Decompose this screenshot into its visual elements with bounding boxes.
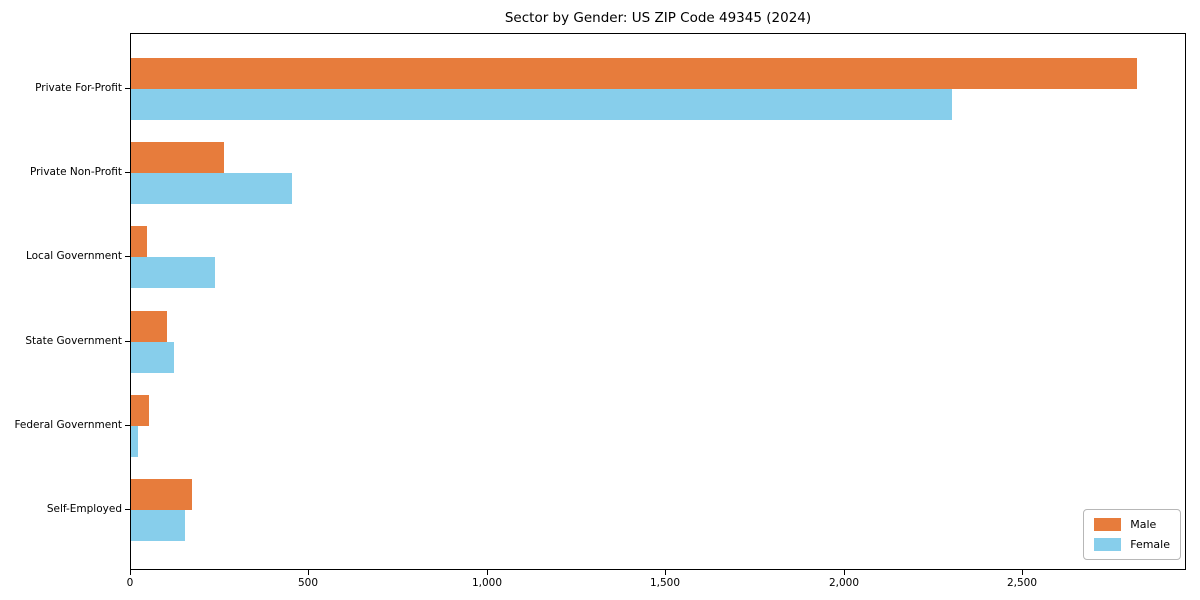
bar-male-state-government <box>131 310 167 342</box>
legend-label-female: Female <box>1130 538 1170 551</box>
bar-male-local-government <box>131 226 147 258</box>
bar-male-private-for-profit <box>131 58 1137 89</box>
bar-female-self-employed <box>131 510 185 541</box>
x-tick-mark <box>844 570 845 575</box>
x-tick-mark <box>487 570 488 575</box>
bar-male-federal-government <box>131 394 149 426</box>
legend-item-female: Female <box>1094 538 1170 551</box>
y-tick-label: Self-Employed <box>46 503 122 515</box>
y-tick-mark <box>125 256 130 258</box>
legend-label-male: Male <box>1130 518 1157 531</box>
x-tick-label: 0 <box>126 577 134 589</box>
y-tick-label: Local Government <box>25 250 122 263</box>
bar-male-self-employed <box>131 479 192 510</box>
y-tick-mark <box>125 88 130 89</box>
x-tick-mark <box>1022 570 1023 575</box>
x-tick-label: 1,000 <box>471 577 503 589</box>
x-tick-label: 1,500 <box>649 577 681 589</box>
x-tick-label: 500 <box>297 577 319 589</box>
plot-area: Male Female <box>130 33 1186 570</box>
y-tick-label: Private Non-Profit <box>29 166 122 179</box>
legend: Male Female <box>1083 509 1181 560</box>
male-series-swatch <box>1094 518 1122 531</box>
bars-layer <box>131 34 1185 569</box>
bar-female-private-non-profit <box>131 173 292 205</box>
y-tick-label: State Government <box>25 334 122 347</box>
y-tick-label: Federal Government <box>14 418 122 431</box>
bar-female-local-government <box>131 257 215 289</box>
y-tick-mark <box>125 340 130 342</box>
x-tick-label: 2,000 <box>828 577 860 589</box>
bar-female-state-government <box>131 341 174 373</box>
x-tick-mark <box>665 570 666 575</box>
bar-female-federal-government <box>131 425 138 457</box>
female-series-swatch <box>1094 538 1122 551</box>
legend-item-male: Male <box>1094 518 1170 531</box>
y-tick-label: Private For-Profit <box>35 82 122 94</box>
x-tick-mark <box>130 570 131 575</box>
bar-female-private-for-profit <box>131 89 952 120</box>
y-tick-mark <box>125 509 130 510</box>
x-tick-mark <box>308 570 309 575</box>
chart-title: Sector by Gender: US ZIP Code 49345 (202… <box>504 10 812 26</box>
y-tick-mark <box>125 424 130 426</box>
y-tick-mark <box>125 172 130 174</box>
x-tick-label: 2,500 <box>1006 577 1038 589</box>
bar-male-private-non-profit <box>131 142 224 174</box>
